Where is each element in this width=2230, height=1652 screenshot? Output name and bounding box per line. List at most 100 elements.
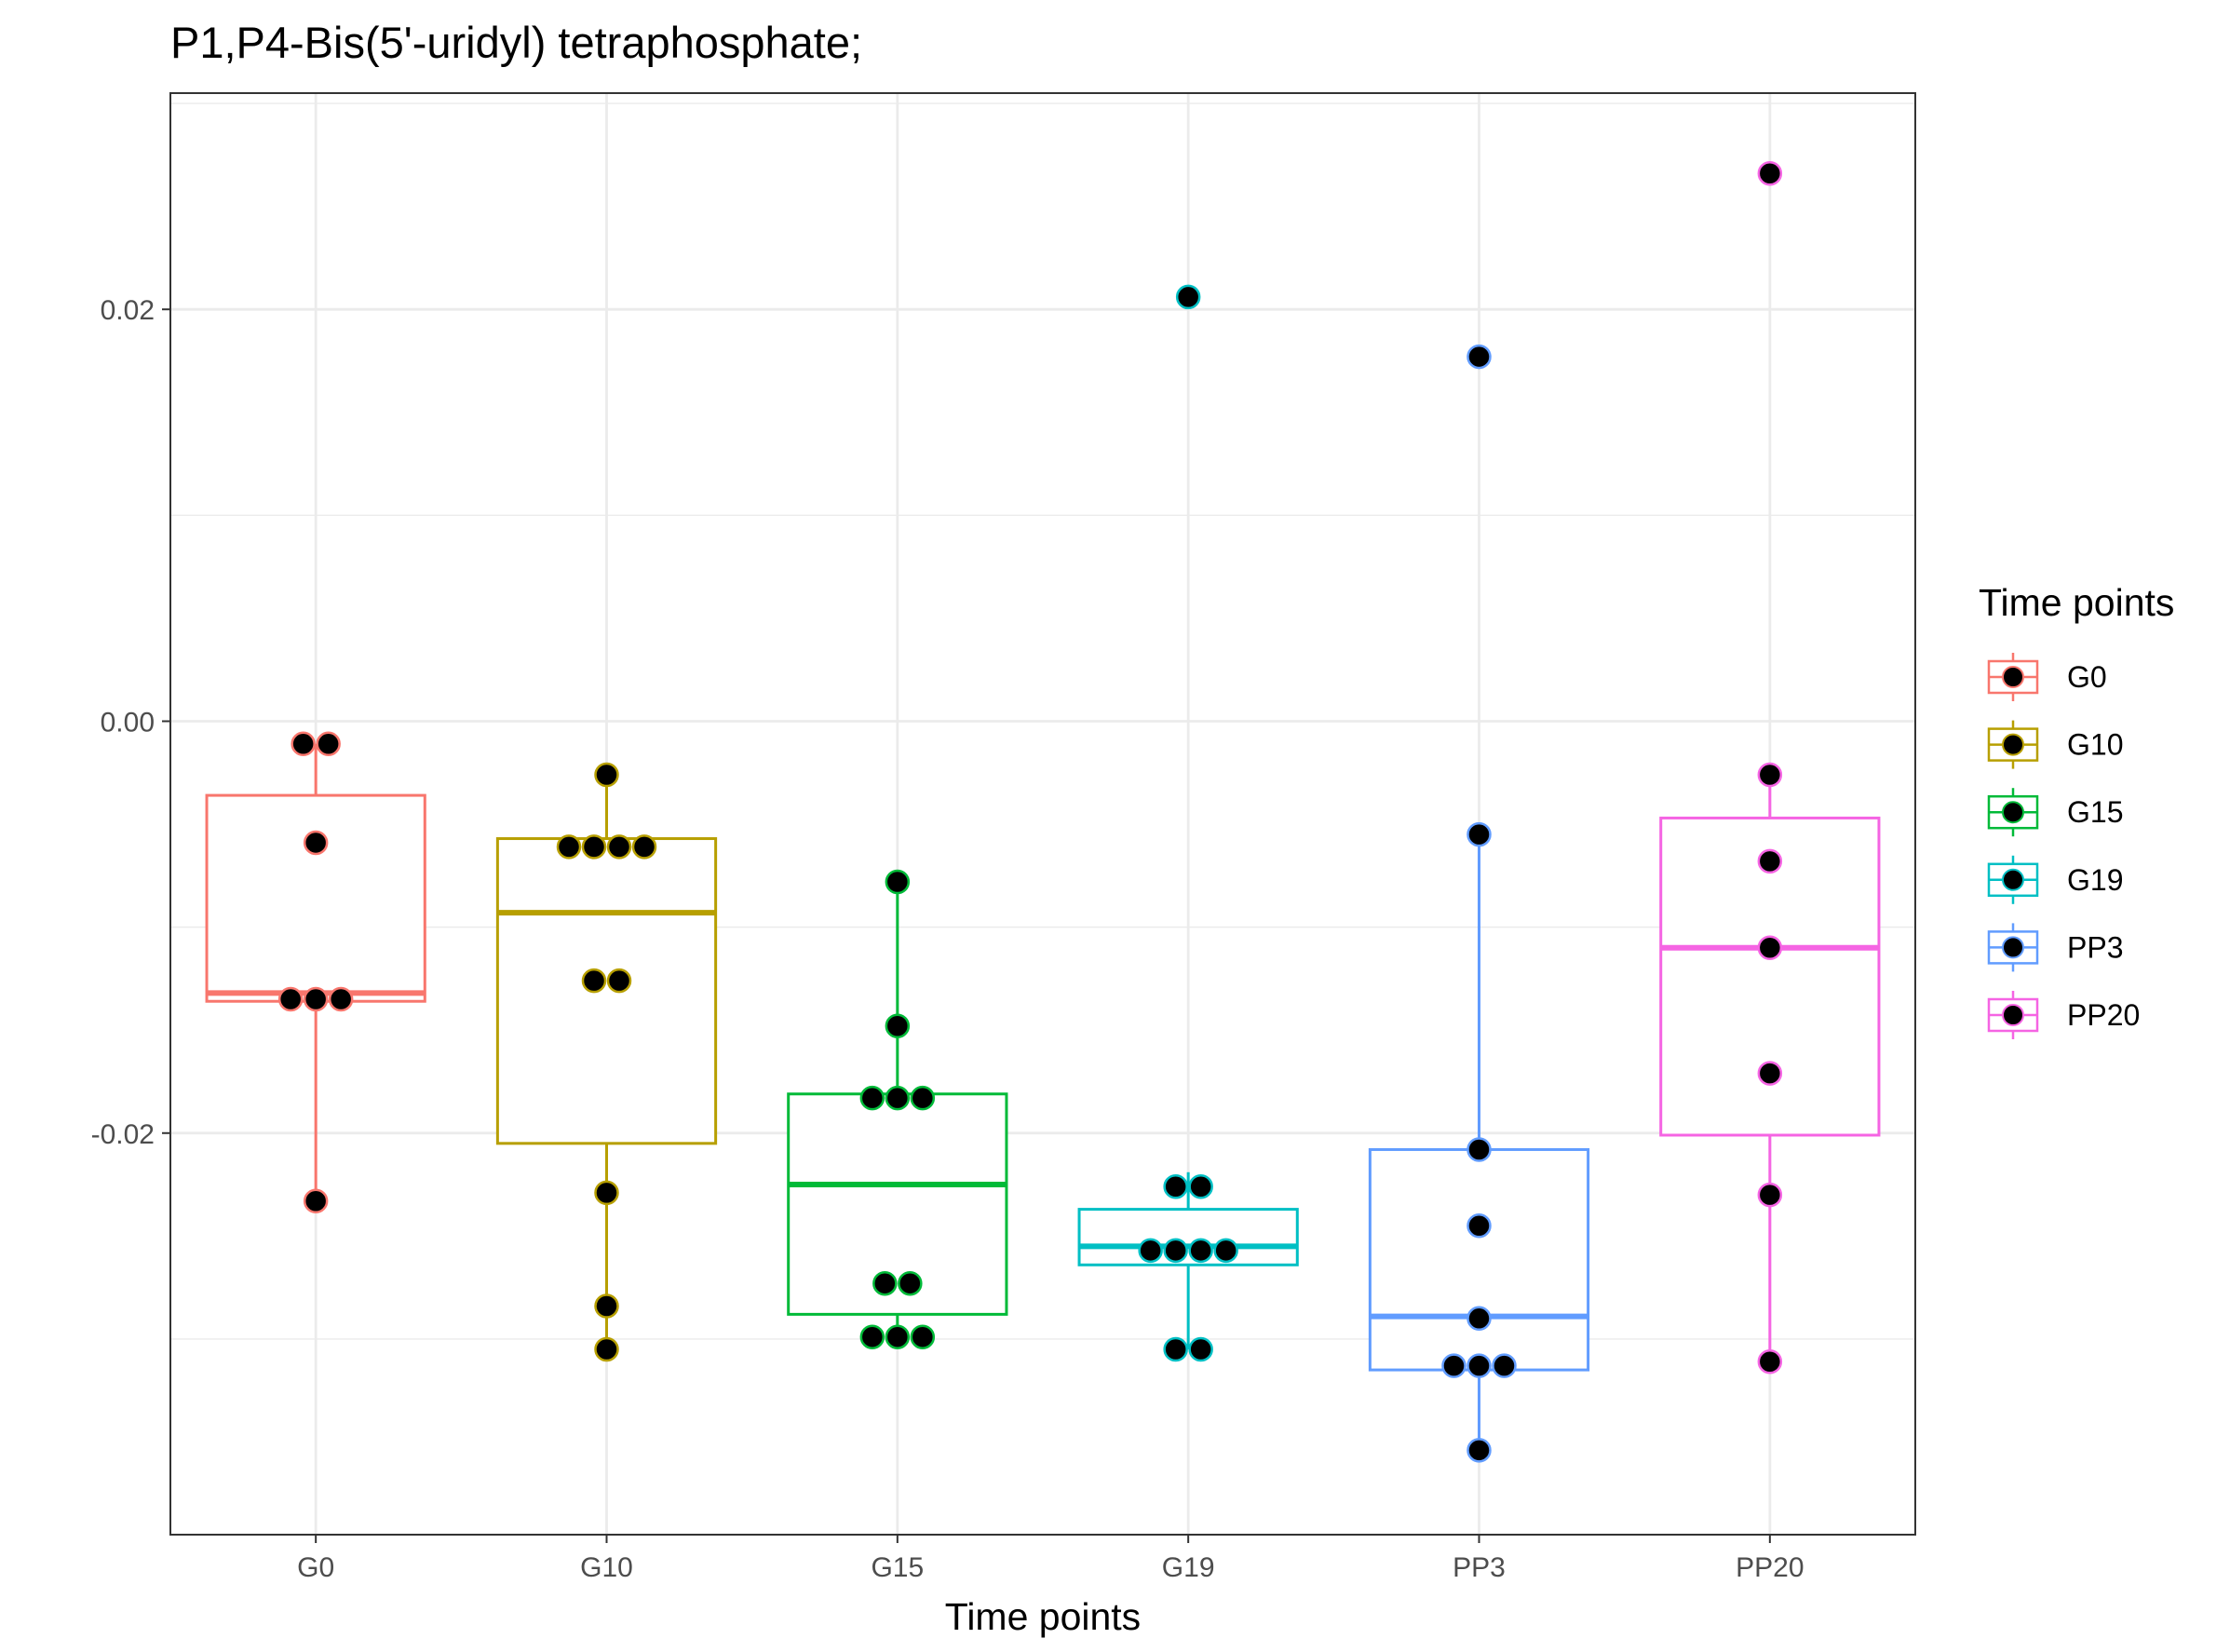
legend-item-g10: G10 [1987, 720, 2123, 769]
data-point [885, 869, 911, 895]
data-point [910, 1085, 936, 1111]
x-tick-label: G19 [1162, 1552, 1215, 1583]
data-point [1441, 1353, 1466, 1378]
x-tick-label: PP20 [1736, 1552, 1804, 1583]
points-g0 [277, 731, 354, 1213]
data-point [328, 986, 354, 1012]
data-point [1138, 1238, 1163, 1264]
legend-key-point [2002, 936, 2024, 959]
data-point [1175, 284, 1201, 310]
legend-label: G19 [2067, 863, 2123, 897]
data-point [1466, 821, 1492, 847]
x-axis-title: Time points [945, 1595, 1141, 1638]
legend: Time points G0 G10 G15 G19 PP3 PP20 [1979, 581, 2174, 1039]
data-point [1757, 1061, 1783, 1086]
data-point [303, 1188, 329, 1213]
data-point [594, 762, 619, 788]
data-point [885, 1324, 911, 1349]
legend-item-g0: G0 [1987, 653, 2107, 701]
data-point [1466, 1213, 1492, 1239]
data-point [581, 834, 607, 860]
data-point [606, 968, 632, 994]
data-point [1188, 1336, 1213, 1362]
point-layer [277, 160, 1783, 1463]
data-point [1757, 160, 1783, 186]
data-point [594, 1180, 619, 1206]
box-body [1368, 1147, 1590, 1372]
plot-border [169, 92, 1916, 1536]
legend-key-point [2002, 801, 2024, 824]
y-tick-label: 0.00 [101, 707, 155, 738]
points-g19 [1138, 284, 1238, 1362]
box-body [205, 793, 426, 1003]
y-tick-label: -0.02 [91, 1119, 155, 1150]
box-body [495, 837, 718, 1145]
legend-key-point [2002, 1004, 2024, 1026]
points-g10 [556, 762, 657, 1362]
box-g19 [1077, 1171, 1299, 1349]
box-pp3 [1368, 834, 1590, 1451]
data-point [1466, 344, 1492, 370]
data-point [594, 1336, 619, 1362]
data-point [1466, 1306, 1492, 1332]
points-g15 [859, 869, 936, 1349]
data-point [1188, 1174, 1213, 1199]
data-point [859, 1324, 885, 1349]
x-tick-label: PP3 [1453, 1552, 1506, 1583]
x-tick-label: G15 [871, 1552, 924, 1583]
points-pp20 [1757, 160, 1783, 1374]
data-point [556, 834, 582, 860]
legend-key-point [2002, 868, 2024, 891]
y-tick-label: 0.02 [101, 295, 155, 326]
legend-item-g15: G15 [1987, 788, 2123, 837]
data-point [606, 834, 632, 860]
data-point [594, 1293, 619, 1319]
legend-label: PP3 [2067, 930, 2123, 964]
chart-title: P1,P4-Bis(5'-uridyl) tetraphosphate; [170, 18, 862, 67]
legend-key-point [2002, 666, 2024, 688]
data-point [291, 731, 316, 757]
legend-item-pp3: PP3 [1987, 923, 2123, 972]
data-point [859, 1085, 885, 1111]
data-point [1757, 1182, 1783, 1208]
data-point [910, 1324, 936, 1349]
legend-key-point [2002, 733, 2024, 756]
data-point [885, 1085, 911, 1111]
box-body [1077, 1208, 1299, 1266]
legend-label: PP20 [2067, 998, 2140, 1032]
legend-title: Time points [1979, 581, 2174, 624]
data-point [1757, 848, 1783, 874]
data-point [1757, 762, 1783, 788]
data-point [277, 986, 304, 1012]
points-pp3 [1441, 344, 1517, 1463]
legend-items: G0 G10 G15 G19 PP3 PP20 [1987, 653, 2140, 1039]
data-point [1213, 1238, 1238, 1264]
legend-label: G10 [2067, 728, 2123, 762]
data-point [1466, 1353, 1492, 1378]
data-point [631, 834, 657, 860]
box-g15 [787, 881, 1008, 1339]
x-tick-label: G0 [297, 1552, 334, 1583]
data-point [1757, 935, 1783, 960]
plot-area [169, 92, 1916, 1536]
plot-panel [170, 93, 1915, 1535]
data-point [1757, 1348, 1783, 1374]
data-point [303, 986, 329, 1012]
axes: -0.02 0.00 0.02 G0 G10 G15 G19 PP3 PP20 [91, 295, 1804, 1583]
data-point [1466, 1137, 1492, 1162]
data-point [898, 1270, 923, 1296]
data-point [1466, 1438, 1492, 1463]
legend-item-pp20: PP20 [1987, 991, 2140, 1039]
x-tick-label: G10 [580, 1552, 633, 1583]
data-point [303, 830, 329, 856]
data-point [1163, 1174, 1188, 1199]
data-point [885, 1013, 911, 1039]
legend-label: G15 [2067, 795, 2123, 829]
data-point [872, 1270, 898, 1296]
legend-item-g19: G19 [1987, 855, 2123, 904]
box-g10 [495, 774, 718, 1349]
box-body [787, 1092, 1008, 1316]
data-point [1188, 1238, 1213, 1264]
data-point [1163, 1238, 1188, 1264]
